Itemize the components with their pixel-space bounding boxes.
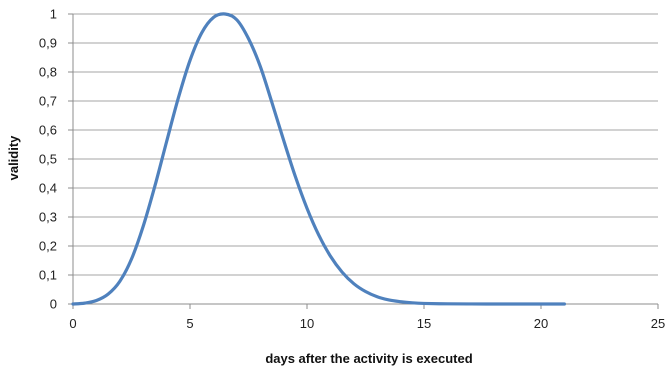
y-tick-label: 0,5 <box>39 152 57 167</box>
x-tick-label: 15 <box>417 316 431 331</box>
y-tick-label: 0,9 <box>39 36 57 51</box>
x-tick-label: 25 <box>651 316 665 331</box>
x-tick-label: 0 <box>69 316 76 331</box>
y-tick-label: 0,3 <box>39 210 57 225</box>
axes <box>68 13 659 309</box>
y-tick-label: 0,4 <box>39 181 57 196</box>
x-tick-label: 10 <box>300 316 314 331</box>
y-axis-title: validity <box>6 135 21 181</box>
series-layer <box>71 12 566 306</box>
grid <box>73 13 658 276</box>
y-tick-label: 0,2 <box>39 239 57 254</box>
y-tick-label: 0,1 <box>39 268 57 283</box>
y-tick-label: 0,7 <box>39 94 57 109</box>
x-tick-label: 20 <box>534 316 548 331</box>
series-line-0 <box>71 12 566 306</box>
x-axis-title: days after the activity is executed <box>265 351 472 366</box>
y-tick-label: 0,6 <box>39 123 57 138</box>
tick-labels: 00,10,20,30,40,50,60,70,80,910 5 10 15 20 25 <box>39 7 665 332</box>
y-tick-label: 1 <box>50 7 57 22</box>
x-tick-label: 5 <box>186 316 193 331</box>
y-tick-label: 0 <box>50 297 57 312</box>
y-tick-label: 0,8 <box>39 65 57 80</box>
